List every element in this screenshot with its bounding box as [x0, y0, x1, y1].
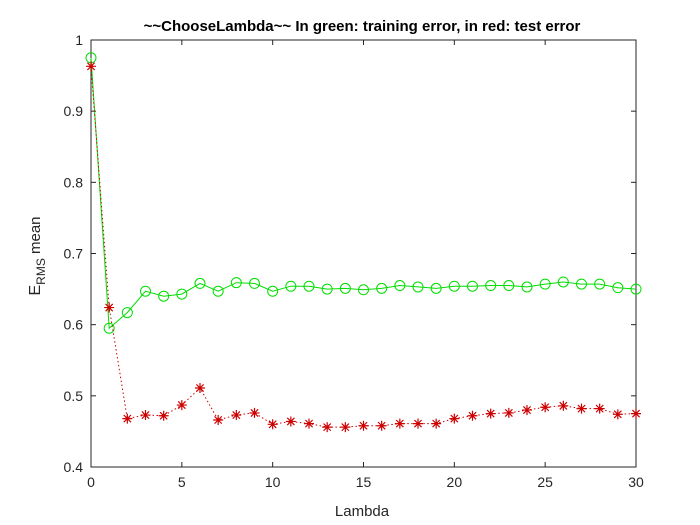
plot-area: 0 5 10 15 20 25 30 0.4 0.5 0.6 0.7 0.8 0.9 1	[64, 32, 644, 490]
data-point-asterisk	[122, 413, 133, 424]
data-point-asterisk	[322, 422, 333, 433]
data-point-asterisk	[612, 409, 623, 420]
x-tick-label: 15	[356, 474, 372, 490]
data-point-asterisk	[594, 403, 605, 414]
series-2	[86, 61, 641, 433]
data-point-asterisk	[285, 416, 296, 427]
data-point-asterisk	[522, 405, 532, 416]
data-point-asterisk	[213, 415, 224, 426]
data-point-asterisk	[576, 403, 587, 414]
data-point-asterisk	[304, 418, 314, 429]
data-point-asterisk	[449, 413, 460, 424]
data-point-circle	[339, 282, 351, 294]
data-point-asterisk	[631, 408, 641, 419]
y-tick-label: 0.6	[64, 317, 84, 333]
data-point-circle	[521, 281, 533, 293]
x-tick-label: 5	[178, 474, 186, 490]
data-point-asterisk	[86, 61, 96, 72]
data-point-circle	[485, 280, 497, 292]
data-point-asterisk	[485, 408, 496, 419]
y-tick-label: 0.9	[64, 103, 84, 119]
y-tick-label: 0.8	[64, 174, 84, 190]
data-point-circle	[140, 285, 151, 297]
y-axis-label-suffix: mean	[27, 216, 44, 258]
y-tick-label: 0.4	[64, 459, 84, 475]
x-tick-label: 0	[87, 474, 95, 490]
data-point-circle	[594, 278, 606, 290]
data-point-circle	[103, 322, 115, 334]
y-axis-label-main: E	[27, 285, 44, 296]
data-point-circle	[267, 285, 279, 297]
data-point-circle	[249, 277, 260, 289]
axes-box	[90, 39, 637, 468]
data-point-circle	[467, 280, 478, 292]
data-point-circle	[503, 280, 515, 292]
y-tick-label: 1	[75, 32, 83, 48]
y-tick-label: 0.5	[64, 388, 84, 404]
x-tick-label: 10	[265, 474, 281, 490]
data-point-circle	[412, 281, 424, 293]
data-point-circle	[121, 307, 133, 319]
data-point-asterisk	[503, 407, 514, 418]
data-point-asterisk	[431, 418, 442, 429]
axis-ticks: 0 5 10 15 20 25 30 0.4 0.5 0.6 0.7 0.8 0.9 1	[64, 32, 644, 490]
data-point-circle	[176, 288, 188, 300]
data-point-asterisk	[358, 420, 369, 431]
data-point-asterisk	[176, 400, 187, 411]
data-point-circle	[194, 277, 206, 289]
data-point-circle	[230, 277, 242, 289]
y-tick-label: 0.7	[64, 246, 84, 262]
x-tick-label: 25	[537, 474, 553, 490]
data-point-circle	[430, 282, 442, 294]
y-axis-label: ERMS mean	[27, 216, 48, 295]
data-point-asterisk	[195, 383, 205, 394]
data-point-circle	[576, 278, 587, 290]
data-point-asterisk	[467, 410, 478, 421]
data-point-asterisk	[340, 422, 351, 433]
y-axis-label-subscript: RMS	[34, 258, 48, 285]
data-point-asterisk	[249, 407, 260, 418]
data-point-asterisk	[394, 418, 405, 429]
data-point-asterisk	[267, 419, 278, 430]
data-point-circle	[448, 280, 460, 292]
data-point-asterisk	[540, 402, 551, 413]
data-point-asterisk	[104, 302, 115, 313]
data-point-circle	[376, 282, 388, 294]
data-point-asterisk	[158, 410, 169, 421]
data-point-circle	[303, 280, 315, 292]
data-point-circle	[557, 276, 569, 288]
data-point-asterisk	[231, 410, 242, 421]
data-point-circle	[321, 283, 333, 295]
x-axis-label: Lambda	[335, 503, 390, 520]
x-tick-label: 20	[447, 474, 463, 490]
data-point-asterisk	[558, 400, 569, 411]
data-point-asterisk	[413, 418, 423, 429]
data-point-asterisk	[140, 410, 151, 421]
data-point-circle	[158, 290, 170, 302]
data-point-circle	[394, 280, 406, 292]
data-point-circle	[358, 284, 369, 296]
series-layer	[85, 52, 642, 433]
data-point-circle	[285, 280, 297, 292]
series-line	[90, 57, 637, 330]
chart-title: ~~ChooseLambda~~ In green: training erro…	[144, 18, 581, 35]
data-point-circle	[630, 283, 642, 295]
series-1	[85, 52, 642, 334]
data-point-asterisk	[376, 420, 387, 431]
data-point-circle	[539, 278, 551, 290]
x-tick-label: 30	[628, 474, 644, 490]
data-point-circle	[212, 285, 224, 297]
data-point-circle	[612, 282, 624, 294]
